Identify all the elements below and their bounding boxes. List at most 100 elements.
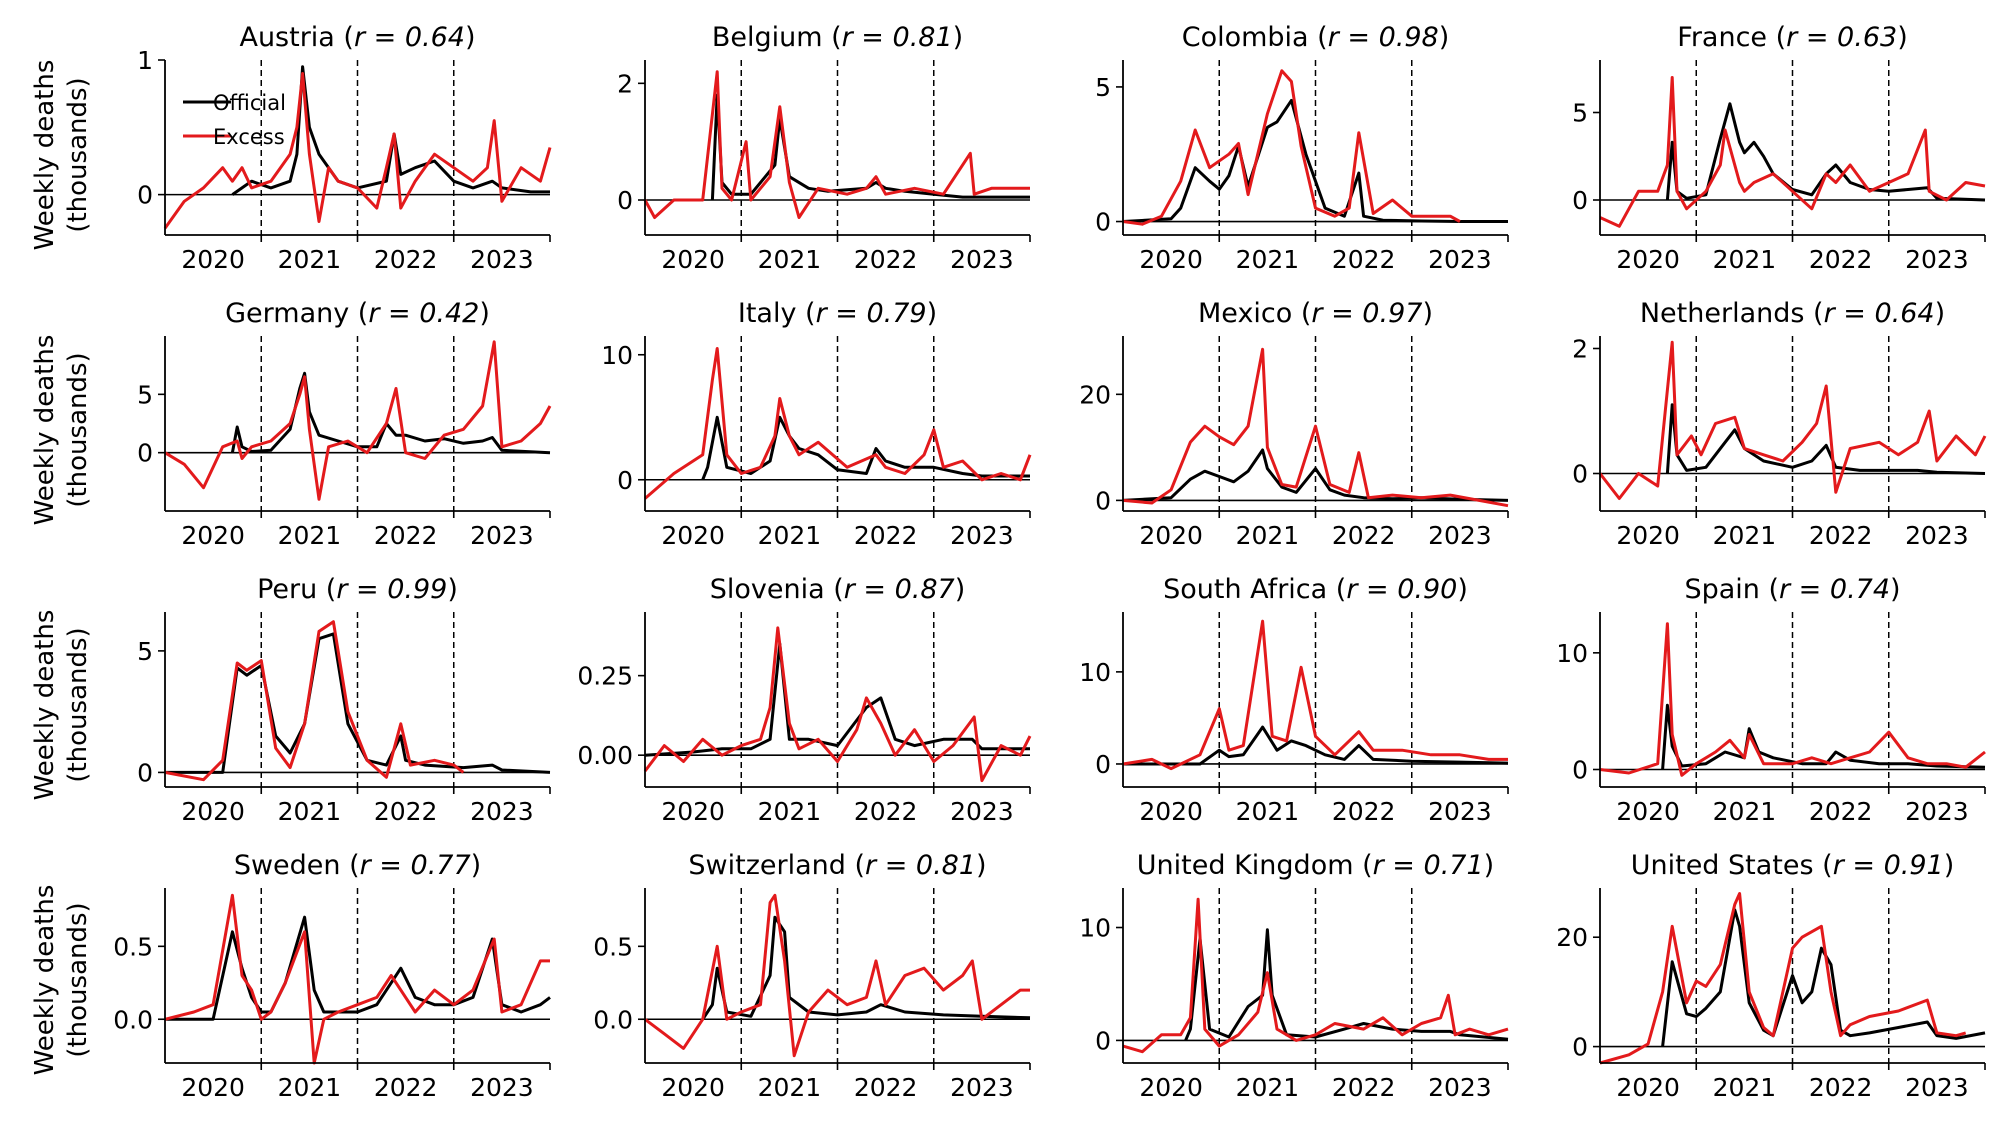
y-axis-label-row-2-line-1: Weekly deaths — [30, 335, 60, 526]
series-official-mexico — [1122, 448, 1509, 502]
panel-france: France (r = 0.63) 0 5 2020 2021 2022 2023 — [1572, 22, 1986, 274]
y-tick-label-germany-0: 0 — [137, 439, 153, 468]
x-tick-label-mexico-3: 2023 — [1428, 521, 1492, 550]
series-excess-united-states — [1599, 892, 1967, 1065]
y-tick-label-spain-1: 10 — [1556, 639, 1588, 668]
panel-italy: Italy (r = 0.79) 0 10 2020 2021 2022 2023 — [601, 298, 1032, 550]
x-tick-label-germany-1: 2021 — [278, 521, 342, 550]
y-axis-label-row-1-line-1: Weekly deaths — [30, 60, 60, 251]
y-tick-label-netherlands-0: 0 — [1572, 460, 1588, 489]
x-tick-label-colombia-2: 2022 — [1332, 245, 1396, 274]
panel-title-colombia: Colombia (r = 0.98) — [1182, 22, 1450, 53]
panel-united-kingdom: United Kingdom (r = 0.71) 0 10 2020 2021 2022… — [1079, 850, 1509, 1102]
x-tick-label-peru-2: 2022 — [374, 797, 438, 826]
y-tick-label-italy-1: 10 — [601, 341, 633, 370]
x-tick-label-colombia-1: 2021 — [1236, 245, 1300, 274]
series-official-italy — [701, 415, 1030, 481]
series-excess-france — [1599, 76, 1986, 228]
x-tick-label-france-0: 2020 — [1616, 245, 1680, 274]
panel-title-peru: Peru (r = 0.99) — [257, 574, 458, 605]
x-tick-label-switzerland-3: 2023 — [950, 1073, 1014, 1102]
panels: Austria (r = 0.64) 0 1 2020 2021 2022 2023 Offi… — [113, 22, 1987, 1102]
series-excess-south-africa — [1122, 619, 1508, 771]
y-tick-label-sweden-1: 0.5 — [113, 932, 153, 961]
x-tick-label-united-kingdom-0: 2020 — [1139, 1073, 1203, 1102]
panel-austria: Austria (r = 0.64) 0 1 2020 2021 2022 2023 Offi… — [137, 22, 552, 274]
x-tick-label-peru-1: 2021 — [278, 797, 342, 826]
series-official-united-kingdom — [1184, 928, 1509, 1041]
y-tick-label-united-states-0: 0 — [1572, 1033, 1588, 1062]
y-tick-label-netherlands-1: 2 — [1572, 335, 1588, 364]
x-tick-label-italy-1: 2021 — [758, 521, 822, 550]
x-tick-label-slovenia-1: 2021 — [758, 797, 822, 826]
panel-spain: Spain (r = 0.74) 0 10 2020 2021 2022 2023 — [1556, 574, 1986, 826]
y-tick-label-austria-1: 1 — [137, 46, 153, 75]
x-tick-label-spain-1: 2021 — [1713, 797, 1777, 826]
y-tick-label-peru-1: 5 — [137, 637, 153, 666]
panel-title-sweden: Sweden (r = 0.77) — [234, 850, 481, 881]
x-tick-label-spain-3: 2023 — [1905, 797, 1969, 826]
x-tick-label-united-kingdom-3: 2023 — [1428, 1073, 1492, 1102]
x-tick-label-mexico-0: 2020 — [1139, 521, 1203, 550]
x-tick-label-sweden-0: 2020 — [181, 1073, 245, 1102]
y-tick-label-colombia-0: 0 — [1095, 208, 1111, 237]
x-tick-label-belgium-2: 2022 — [854, 245, 918, 274]
x-tick-label-belgium-1: 2021 — [758, 245, 822, 274]
panel-peru: Peru (r = 0.99) 0 5 2020 2021 2022 2023 — [137, 574, 551, 826]
x-tick-label-italy-3: 2023 — [950, 521, 1014, 550]
x-tick-label-slovenia-3: 2023 — [950, 797, 1014, 826]
x-tick-label-france-3: 2023 — [1905, 245, 1969, 274]
x-tick-label-peru-3: 2023 — [470, 797, 534, 826]
legend-label-official: Official — [213, 91, 286, 115]
series-excess-belgium — [643, 70, 1030, 219]
series-excess-switzerland — [644, 893, 1030, 1058]
x-tick-label-spain-2: 2022 — [1809, 797, 1873, 826]
series-excess-sweden — [164, 893, 550, 1065]
series-official-colombia — [1122, 98, 1508, 223]
x-tick-label-netherlands-3: 2023 — [1905, 521, 1969, 550]
x-tick-label-united-states-2: 2022 — [1809, 1073, 1873, 1102]
series-excess-spain — [1599, 622, 1986, 777]
panel-title-spain: Spain (r = 0.74) — [1684, 574, 1900, 605]
x-tick-label-netherlands-1: 2021 — [1713, 521, 1777, 550]
x-tick-label-austria-1: 2021 — [278, 245, 342, 274]
x-tick-label-switzerland-2: 2022 — [854, 1073, 918, 1102]
x-tick-label-austria-3: 2023 — [470, 245, 534, 274]
series-excess-germany — [164, 340, 552, 501]
series-official-netherlands — [1665, 403, 1986, 475]
series-official-united-states — [1661, 908, 1986, 1047]
y-tick-label-france-0: 0 — [1572, 186, 1588, 215]
x-tick-label-germany-0: 2020 — [181, 521, 245, 550]
x-tick-label-slovenia-2: 2022 — [854, 797, 918, 826]
x-tick-label-south-africa-0: 2020 — [1139, 797, 1203, 826]
y-tick-label-spain-0: 0 — [1572, 756, 1588, 785]
y-tick-label-belgium-0: 0 — [617, 186, 633, 215]
x-tick-label-france-2: 2022 — [1809, 245, 1873, 274]
x-tick-label-belgium-3: 2023 — [950, 245, 1014, 274]
series-official-south-africa — [1123, 725, 1509, 766]
x-tick-label-colombia-0: 2020 — [1139, 245, 1203, 274]
series-excess-italy — [644, 347, 1032, 500]
panel-title-austria: Austria (r = 0.64) — [239, 22, 475, 53]
panel-south-africa: South Africa (r = 0.90) 0 10 2020 2021 2022 20… — [1079, 574, 1509, 826]
y-tick-label-mexico-0: 0 — [1095, 486, 1111, 515]
series-official-france — [1665, 102, 1986, 202]
x-tick-label-belgium-0: 2020 — [661, 245, 725, 274]
series-official-slovenia — [644, 642, 1030, 757]
panel-colombia: Colombia (r = 0.98) 0 5 2020 2021 2022 2023 — [1095, 22, 1509, 274]
y-tick-label-sweden-0: 0.0 — [113, 1005, 153, 1034]
panel-title-mexico: Mexico (r = 0.97) — [1198, 298, 1433, 329]
panel-germany: Germany (r = 0.42) 0 5 2020 2021 2022 2023 — [137, 298, 552, 550]
y-tick-label-united-kingdom-1: 10 — [1079, 914, 1111, 943]
panel-switzerland: Switzerland (r = 0.81) 0.0 0.5 2020 2021 2022… — [593, 850, 1031, 1102]
x-tick-label-south-africa-2: 2022 — [1332, 797, 1396, 826]
panel-title-united-kingdom: United Kingdom (r = 0.71) — [1137, 850, 1494, 881]
panel-belgium: Belgium (r = 0.81) 0 2 2020 2021 2022 2023 — [617, 22, 1031, 274]
x-tick-label-mexico-1: 2021 — [1236, 521, 1300, 550]
x-tick-label-switzerland-0: 2020 — [661, 1073, 725, 1102]
x-tick-label-switzerland-1: 2021 — [758, 1073, 822, 1102]
y-tick-label-france-1: 5 — [1572, 99, 1588, 128]
y-tick-label-colombia-1: 5 — [1095, 73, 1111, 102]
y-tick-label-switzerland-1: 0.5 — [593, 932, 633, 961]
